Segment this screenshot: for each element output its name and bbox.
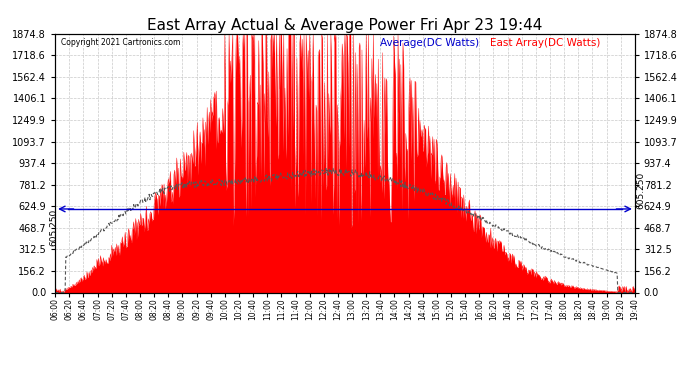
Text: 605.250: 605.250 — [50, 209, 59, 246]
Text: Copyright 2021 Cartronics.com: Copyright 2021 Cartronics.com — [61, 38, 180, 46]
Text: Average(DC Watts): Average(DC Watts) — [380, 38, 479, 48]
Title: East Array Actual & Average Power Fri Apr 23 19:44: East Array Actual & Average Power Fri Ap… — [147, 18, 543, 33]
Text: 605.250: 605.250 — [636, 172, 645, 209]
Text: East Array(DC Watts): East Array(DC Watts) — [490, 38, 600, 48]
